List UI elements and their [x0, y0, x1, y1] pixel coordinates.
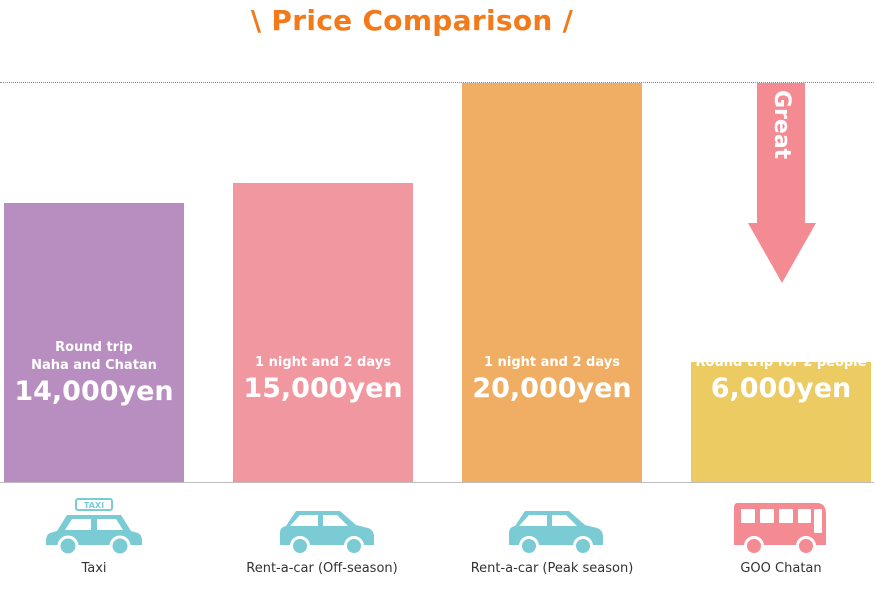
- category-label-taxi: Taxi: [81, 561, 107, 576]
- bar-text-rent-off-season: 1 night and 2 days 15,000yen: [233, 354, 413, 405]
- bus-icon: [734, 503, 826, 556]
- bar-subtitle-taxi: Round trip Naha and Chatan: [31, 340, 157, 373]
- bar-price-rent-off-season: 15,000yen: [243, 373, 403, 404]
- bar-price-taxi: 14,000yen: [14, 376, 174, 407]
- category-label-rent-off-season: Rent-a-car (Off-season): [246, 561, 398, 576]
- bar-rent-off-season: 1 night and 2 days 15,000yen: [233, 183, 413, 482]
- category-label-rent-peak-season: Rent-a-car (Peak season): [470, 561, 634, 576]
- bar-goo-chatan: Round trip for 2 people 6,000yen: [691, 355, 871, 482]
- bar-price-rent-peak-season: 20,000yen: [472, 373, 632, 404]
- great-deal-label: Great Deal!: [721, 90, 794, 160]
- car-icon-peak-season: [509, 511, 603, 556]
- bar-subtitle-rent-off-season: 1 night and 2 days: [255, 355, 391, 370]
- bar-price-goo-chatan: 6,000yen: [710, 373, 852, 404]
- bar-text-taxi: Round trip Naha and Chatan 14,000yen: [4, 339, 184, 408]
- taxi-sign-label: TAXI: [84, 501, 104, 510]
- baseline: [0, 482, 874, 483]
- taxi-icon: TAXI: [46, 498, 142, 555]
- bar-text-rent-peak-season: 1 night and 2 days 20,000yen: [462, 354, 642, 405]
- bar-taxi: Round trip Naha and Chatan 14,000yen: [4, 203, 184, 482]
- chart-title: \ Price Comparison /: [250, 4, 574, 37]
- bar-subtitle-rent-peak-season: 1 night and 2 days: [484, 355, 620, 370]
- max-reference-line: [0, 82, 874, 83]
- category-label-goo-chatan: GOO Chatan: [740, 561, 822, 576]
- car-icon-off-season: [280, 511, 374, 556]
- great-deal-arrow-icon: [748, 83, 816, 283]
- bar-rent-peak-season: 1 night and 2 days 20,000yen: [462, 83, 642, 482]
- bar-text-goo-chatan: Round trip for 2 people 6,000yen: [691, 354, 871, 405]
- bar-subtitle-goo-chatan: Round trip for 2 people: [695, 355, 867, 370]
